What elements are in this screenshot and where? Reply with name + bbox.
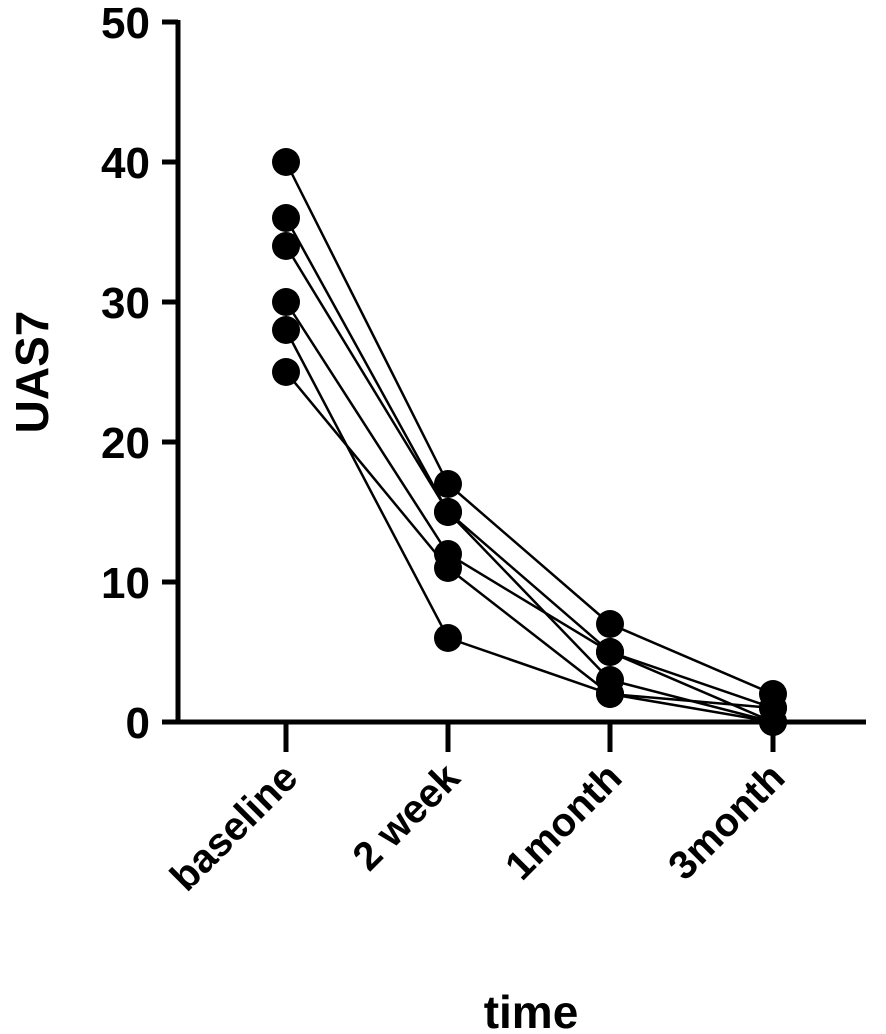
series-5	[272, 316, 787, 736]
data-point	[596, 638, 624, 666]
series-2	[272, 204, 787, 722]
data-point	[272, 148, 300, 176]
series-4	[272, 288, 787, 736]
y-tick-label: 30	[101, 279, 150, 328]
data-point	[434, 554, 462, 582]
data-point	[272, 288, 300, 316]
series-layer	[272, 148, 787, 736]
series-6	[272, 358, 787, 722]
data-point	[759, 694, 787, 722]
series-line	[285, 371, 774, 710]
y-tick-label: 40	[101, 139, 150, 188]
x-tick-label: baseline	[162, 755, 306, 899]
data-point	[596, 680, 624, 708]
x-tick-label: 3month	[660, 755, 793, 888]
y-ticks: 0 10 20 30 40 50	[101, 0, 178, 748]
y-tick-label: 10	[101, 559, 150, 608]
series-1	[272, 148, 787, 708]
y-tick-label: 50	[101, 0, 150, 48]
data-point	[596, 610, 624, 638]
series-line	[284, 245, 774, 724]
x-axis-label: time	[484, 986, 579, 1034]
data-point	[434, 498, 462, 526]
series-line	[284, 161, 774, 696]
x-tick-label: 2 week	[344, 755, 468, 879]
data-point	[272, 204, 300, 232]
data-point	[272, 232, 300, 260]
series-line	[284, 329, 774, 724]
data-point	[272, 358, 300, 386]
y-tick-label: 0	[126, 699, 150, 748]
x-tick-label: 1month	[497, 755, 630, 888]
y-axis-label: UAS7	[6, 311, 58, 434]
x-ticks: baseline 2 week 1month 3month	[162, 722, 793, 900]
series-line	[284, 217, 774, 710]
data-point	[434, 624, 462, 652]
y-tick-label: 20	[101, 419, 150, 468]
data-point	[272, 316, 300, 344]
data-point	[434, 470, 462, 498]
series-3	[272, 232, 787, 736]
series-line	[284, 301, 774, 724]
